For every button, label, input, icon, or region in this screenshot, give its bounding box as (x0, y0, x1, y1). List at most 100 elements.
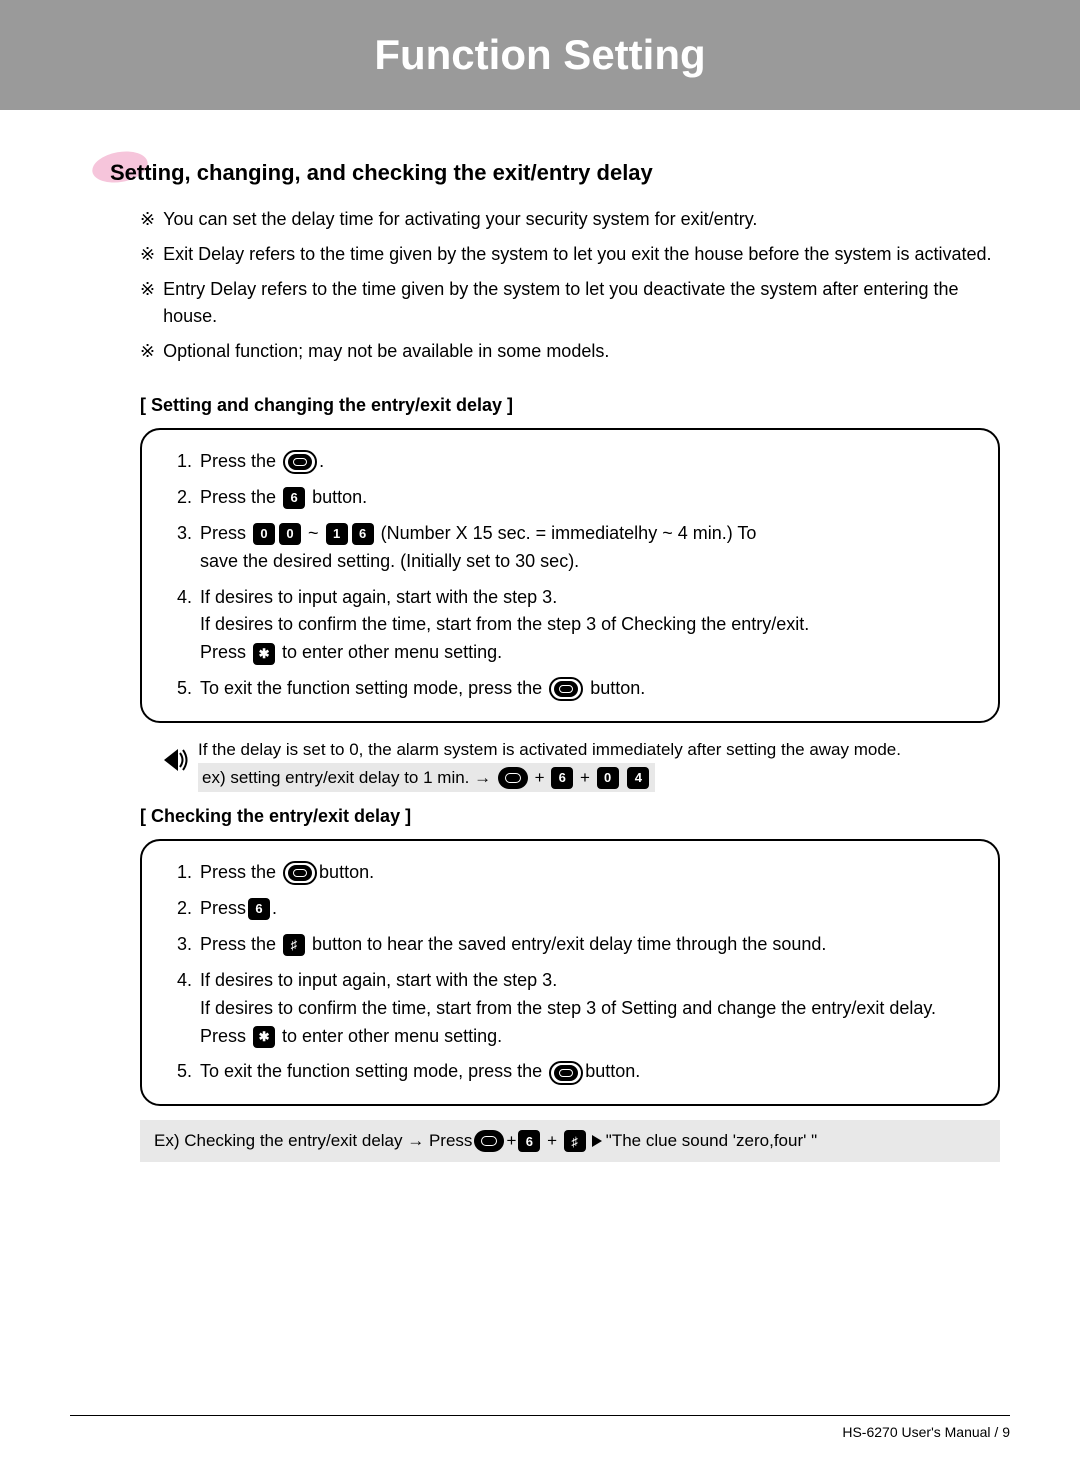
step-num: 2. (164, 895, 192, 923)
key-0: 0 (253, 523, 275, 545)
bullet-mark: ※ (140, 206, 155, 233)
section-title: Setting, changing, and checking the exit… (110, 160, 1010, 186)
text: button. (585, 678, 645, 698)
page-title: Function Setting (374, 31, 705, 79)
text: "The clue sound 'zero,four' " (606, 1131, 817, 1151)
bullet-item: ※ Exit Delay refers to the time given by… (140, 241, 1010, 268)
step-body: Press6. (200, 895, 976, 923)
box1-heading: [ Setting and changing the entry/exit de… (140, 395, 1010, 416)
step-num: 2. (164, 484, 192, 512)
step: 3. Press 00 ~ 16 (Number X 15 sec. = imm… (164, 520, 976, 576)
text: . (319, 451, 324, 471)
text: (Number X 15 sec. = immediatelhy ~ 4 min… (381, 523, 757, 543)
text: Press (200, 898, 246, 918)
tilde: ~ (308, 523, 319, 543)
text: button. (585, 1061, 640, 1081)
text: ex) setting entry/exit delay to 1 min. → (202, 768, 496, 787)
step: 5. To exit the function setting mode, pr… (164, 1058, 976, 1086)
step-num: 3. (164, 931, 192, 959)
footer-text: HS-6270 User's Manual / 9 (842, 1424, 1010, 1440)
key-star: ✱ (253, 643, 275, 665)
text: Press (200, 1026, 251, 1046)
plus: + (530, 768, 549, 787)
bullet-text: You can set the delay time for activatin… (163, 206, 757, 233)
step: 4. If desires to input again, start with… (164, 967, 976, 1051)
example-inline: ex) setting entry/exit delay to 1 min. →… (198, 763, 655, 793)
step-num: 1. (164, 859, 192, 887)
text: to enter other menu setting. (277, 1026, 502, 1046)
text: Press the (200, 451, 276, 471)
key-hash: ♯ (564, 1130, 586, 1152)
box1: 1. Press the . 2. Press the 6 button. 3.… (140, 428, 1000, 723)
plus: + (575, 768, 594, 787)
bullet-item: ※ You can set the delay time for activat… (140, 206, 1010, 233)
text: Press the (200, 934, 281, 954)
text: Press (429, 1131, 472, 1151)
bullet-list: ※ You can set the delay time for activat… (140, 206, 1010, 365)
step-num: 1. (164, 448, 192, 476)
text: to enter other menu setting. (277, 642, 502, 662)
text: Press the (200, 862, 281, 882)
step-body: Press the ♯ button to hear the saved ent… (200, 931, 976, 959)
step-body: To exit the function setting mode, press… (200, 675, 976, 703)
step-body: To exit the function setting mode, press… (200, 1058, 976, 1086)
step-body: Press the 6 button. (200, 484, 976, 512)
key-icon (283, 450, 317, 474)
step: 1. Press the button. (164, 859, 976, 887)
text: Press the (200, 487, 276, 507)
key-icon (549, 1061, 583, 1085)
text: Ex) Checking the entry/exit delay → (154, 1131, 424, 1151)
step-num: 4. (164, 584, 192, 612)
megaphone-icon (150, 743, 190, 782)
plus: + (547, 1131, 557, 1151)
text: If desires to confirm the time, start fr… (200, 614, 809, 634)
step: 5. To exit the function setting mode, pr… (164, 675, 976, 703)
key-hash: ♯ (283, 934, 305, 956)
bullet-item: ※ Optional function; may not be availabl… (140, 338, 1010, 365)
triangle-icon (592, 1135, 602, 1147)
text: button. (307, 487, 367, 507)
note-row: If the delay is set to 0, the alarm syst… (150, 737, 1000, 792)
key-icon (549, 677, 583, 701)
header-band: Function Setting (0, 0, 1080, 110)
text: button. (319, 862, 374, 882)
text: To exit the function setting mode, press… (200, 1061, 547, 1081)
content-area: Setting, changing, and checking the exit… (0, 110, 1080, 1162)
footer-divider (70, 1415, 1010, 1416)
text: button to hear the saved entry/exit dela… (307, 934, 826, 954)
step: 2. Press6. (164, 895, 976, 923)
text: If desires to input again, start with th… (200, 587, 557, 607)
key-0: 0 (279, 523, 301, 545)
bullet-text: Optional function; may not be available … (163, 338, 609, 365)
key-icon (498, 767, 528, 789)
step-num: 4. (164, 967, 192, 995)
bullet-text: Exit Delay refers to the time given by t… (163, 241, 991, 268)
step-num: 5. (164, 675, 192, 703)
step-body: If desires to input again, start with th… (200, 967, 976, 1051)
step-body: Press 00 ~ 16 (Number X 15 sec. = immedi… (200, 520, 976, 576)
key-1: 1 (326, 523, 348, 545)
key-6: 6 (518, 1130, 540, 1152)
key-4: 4 (627, 767, 649, 789)
key-0: 0 (597, 767, 619, 789)
key-icon (474, 1130, 504, 1152)
key-icon (283, 861, 317, 885)
section-title-wrap: Setting, changing, and checking the exit… (110, 160, 1010, 186)
plus: + (506, 1131, 516, 1151)
bullet-mark: ※ (140, 241, 155, 268)
text: If desires to confirm the time, start fr… (200, 998, 936, 1018)
key-star: ✱ (253, 1026, 275, 1048)
key-6: 6 (248, 898, 270, 920)
box2-heading: [ Checking the entry/exit delay ] (140, 806, 1010, 827)
box2: 1. Press the button. 2. Press6. 3. Press… (140, 839, 1000, 1106)
key-6: 6 (283, 487, 305, 509)
text: To exit the function setting mode, press… (200, 678, 547, 698)
text: If the delay is set to 0, the alarm syst… (198, 740, 901, 759)
bullet-text: Entry Delay refers to the time given by … (163, 276, 1010, 330)
step-body: If desires to input again, start with th… (200, 584, 976, 668)
text: Press (200, 523, 251, 543)
step: 4. If desires to input again, start with… (164, 584, 976, 668)
text: . (272, 898, 277, 918)
key-6: 6 (551, 767, 573, 789)
bullet-mark: ※ (140, 338, 155, 365)
